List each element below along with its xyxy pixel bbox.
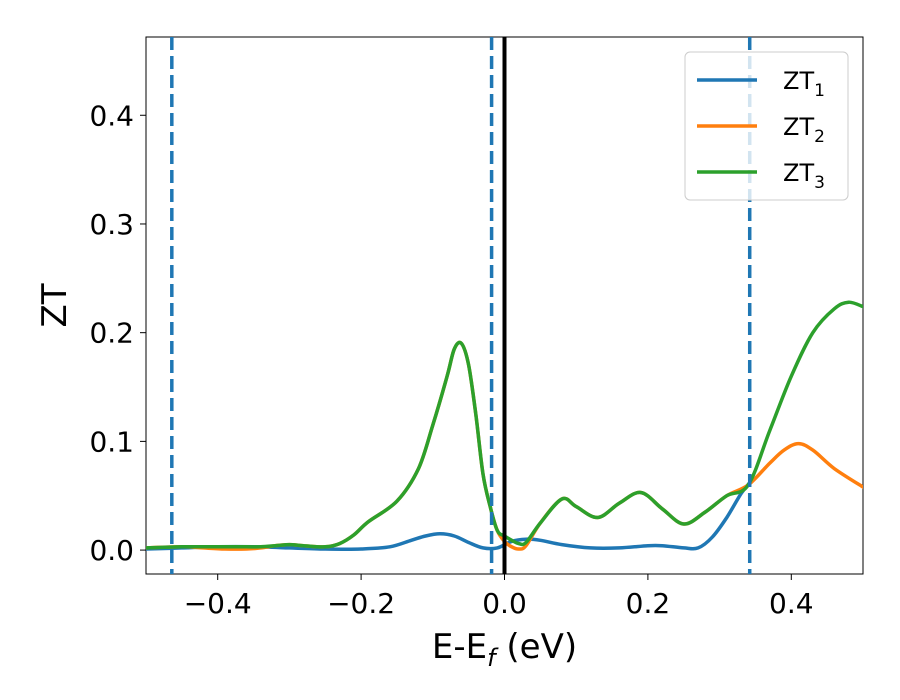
x-axis-label-main: E-E [432,627,487,667]
series-lines [146,300,863,551]
reference-lines [170,37,752,574]
series-line-zt1 [146,480,752,551]
y-tick-label: 0.3 [89,208,134,241]
x-axis-ticks: −0.4 −0.2 0.0 0.2 0.4 [184,574,814,620]
y-tick-label: 0.2 [89,317,134,350]
legend-label-zt3: ZT3 [783,159,825,193]
x-tick-label: 0.2 [626,587,671,620]
x-tick-label: −0.2 [327,587,395,620]
legend-entries: ZT1 ZT2 ZT3 [697,67,825,193]
y-tick-label: 0.1 [89,425,134,458]
y-tick-label: 0.4 [89,99,134,132]
series-line-zt3 [146,300,863,550]
x-tick-label: 0.0 [482,587,527,620]
y-axis-label: ZT [35,283,75,327]
x-axis-label-unit: (eV) [496,627,578,667]
legend: ZT1 ZT2 ZT3 [684,51,849,201]
x-tick-label: −0.4 [184,587,252,620]
legend-label-zt2: ZT2 [783,113,825,147]
x-tick-label: 0.4 [769,587,814,620]
y-axis-ticks: 0.0 0.1 0.2 0.3 0.4 [89,99,146,567]
legend-box [684,51,849,201]
legend-label-zt1: ZT1 [783,67,825,101]
y-tick-label: 0.0 [89,534,134,567]
x-axis-label: E-Ef (eV) [432,627,577,672]
plot-area [145,36,864,575]
